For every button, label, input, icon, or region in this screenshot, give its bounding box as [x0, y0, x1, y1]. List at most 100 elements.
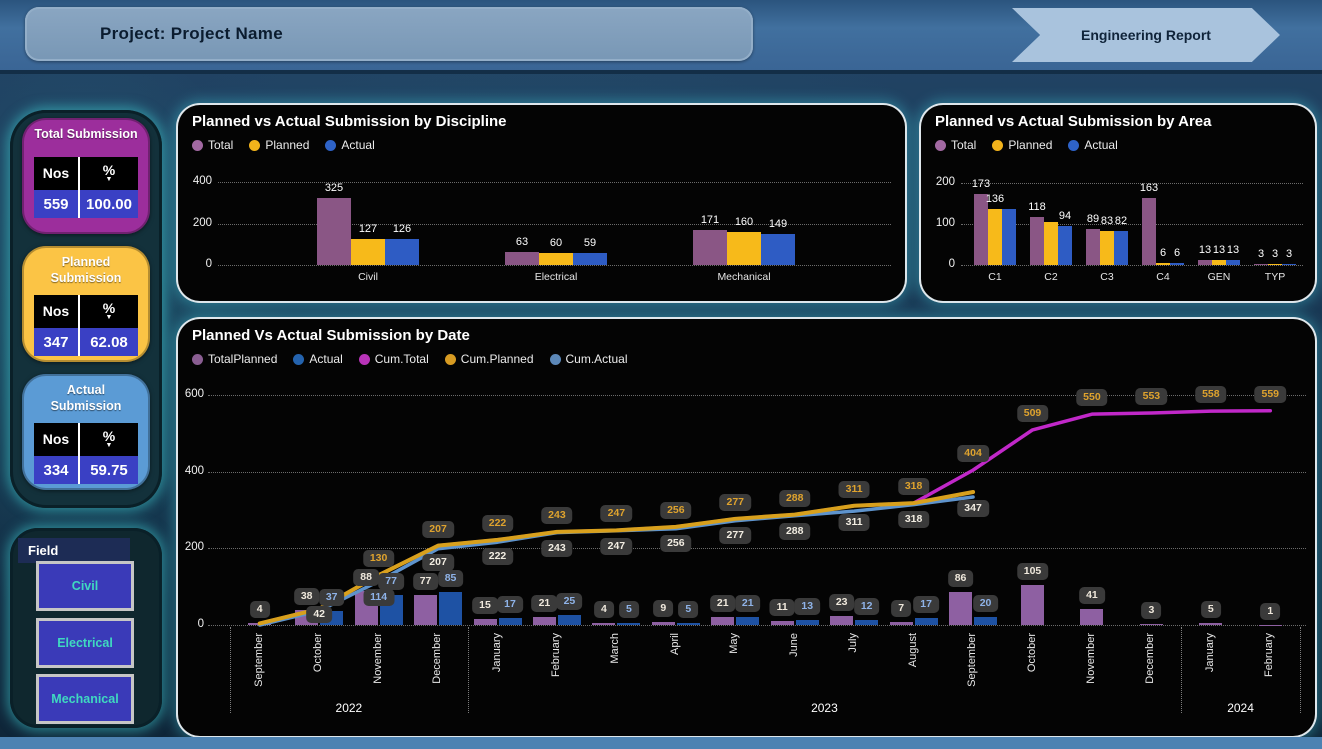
legend-label: Planned — [265, 138, 310, 152]
cum-total-label: 404 — [957, 445, 989, 463]
bar-planned[interactable] — [351, 238, 385, 265]
bar-actual[interactable] — [795, 620, 819, 625]
bar-actual[interactable] — [1058, 226, 1072, 265]
month-label: September — [252, 633, 265, 687]
cum-planned-label: 243 — [541, 539, 573, 557]
bar-planned[interactable] — [1212, 259, 1226, 265]
bar-totalplanned[interactable] — [532, 616, 556, 625]
bar-value-label: 3 — [1271, 247, 1279, 260]
legend-item-actual[interactable]: Actual — [1068, 138, 1118, 152]
bar-totalplanned[interactable] — [592, 623, 616, 625]
bar-actual[interactable] — [439, 592, 463, 625]
category-label: C1 — [988, 271, 1002, 283]
kpi-col-pct[interactable]: % ▼ — [78, 423, 138, 456]
bar-actual[interactable] — [1114, 231, 1128, 265]
bar-totalplanned[interactable] — [473, 619, 497, 625]
bar-planned[interactable] — [1100, 230, 1114, 265]
category-label: Electrical — [534, 271, 578, 283]
legend-item-actual[interactable]: Actual — [293, 352, 343, 366]
bar-total[interactable] — [1198, 259, 1212, 265]
kpi-col-pct[interactable]: % ▼ — [78, 157, 138, 190]
bar-value-label: 127 — [358, 222, 378, 235]
legend-item-total[interactable]: Total — [192, 138, 233, 152]
bar-value-label: 149 — [768, 218, 788, 231]
bar-totalplanned[interactable] — [949, 592, 973, 625]
bar-totalplanned[interactable] — [414, 595, 438, 625]
bar-total[interactable] — [1254, 263, 1268, 265]
bar-totalplanned[interactable] — [830, 616, 854, 625]
bar-actual[interactable] — [676, 623, 700, 625]
bar-totalplanned[interactable] — [248, 623, 272, 625]
bar-total[interactable] — [1142, 198, 1156, 265]
kpi-col-nos[interactable]: Nos — [34, 157, 78, 190]
bar-value-label: 77 — [378, 573, 404, 591]
bar-planned[interactable] — [539, 252, 573, 265]
bar-actual[interactable] — [1226, 259, 1240, 265]
bar-planned[interactable] — [1156, 262, 1170, 265]
bar-actual[interactable] — [736, 616, 760, 625]
bar-total[interactable] — [974, 194, 988, 265]
bar-planned[interactable] — [727, 231, 761, 265]
legend-item-actual[interactable]: Actual — [325, 138, 375, 152]
bar-actual[interactable] — [617, 623, 641, 625]
bar-actual[interactable] — [573, 252, 607, 265]
bar-total[interactable] — [505, 251, 539, 265]
category-label: GEN — [1207, 271, 1231, 283]
field-button-mechanical[interactable]: Mechanical — [36, 674, 134, 724]
bar-totalplanned[interactable] — [770, 620, 794, 625]
bar-actual[interactable] — [1282, 263, 1296, 265]
grid-line — [961, 265, 1303, 266]
bar-value-label: 7 — [891, 600, 912, 618]
bar-totalplanned[interactable] — [1139, 623, 1163, 626]
bar-planned[interactable] — [1268, 263, 1282, 265]
bar-planned[interactable] — [1044, 221, 1058, 265]
chart-title: Planned Vs Actual Submission by Date — [192, 327, 470, 344]
field-button-electrical[interactable]: Electrical — [36, 618, 134, 668]
bar-total[interactable] — [317, 197, 351, 265]
bar-actual[interactable] — [498, 618, 522, 625]
bar-actual[interactable] — [557, 615, 581, 625]
bar-totalplanned[interactable] — [651, 621, 675, 625]
bar-actual[interactable] — [974, 617, 998, 625]
kpi-col-pct[interactable]: % ▼ — [78, 295, 138, 328]
cum-total-label: 288 — [778, 489, 811, 507]
bar-total[interactable] — [693, 229, 727, 265]
bar-totalplanned[interactable] — [1021, 584, 1044, 625]
legend-item-cum-actual[interactable]: Cum.Actual — [549, 352, 628, 366]
bar-totalplanned[interactable] — [1258, 624, 1282, 627]
legend-dot-icon — [293, 353, 305, 365]
kpi-card-planned: Planned Submission Nos % ▼ 347 62.08 — [22, 246, 150, 362]
bar-totalplanned[interactable] — [889, 622, 913, 625]
kpi-col-nos[interactable]: Nos — [34, 423, 78, 456]
bar-totalplanned[interactable] — [1199, 623, 1223, 625]
bar-total[interactable] — [1030, 216, 1044, 265]
bar-actual[interactable] — [855, 620, 879, 625]
bar-value-label: 126 — [392, 222, 412, 235]
legend-item-totalplanned[interactable]: TotalPlanned — [192, 352, 277, 366]
bar-planned[interactable] — [988, 209, 1002, 265]
bar-actual[interactable] — [385, 238, 419, 265]
y-axis-tick-label: 200 — [935, 176, 955, 188]
kpi-title: Planned Submission — [50, 255, 122, 285]
bar-total[interactable] — [1086, 228, 1100, 265]
legend-dot-icon — [325, 139, 337, 151]
bar-totalplanned[interactable] — [1080, 609, 1104, 625]
legend-item-total[interactable]: Total — [935, 138, 976, 152]
legend-item-cum-total[interactable]: Cum.Total — [358, 352, 429, 366]
legend-item-planned[interactable]: Planned — [249, 138, 309, 152]
grid-line — [218, 265, 891, 266]
legend-item-planned[interactable]: Planned — [992, 138, 1052, 152]
cum-total-line — [257, 408, 1273, 626]
legend-label: Cum.Total — [374, 352, 429, 366]
kpi-col-nos[interactable]: Nos — [34, 295, 78, 328]
bar-value-label: 17 — [913, 596, 939, 614]
bar-totalplanned[interactable] — [711, 616, 735, 625]
bar-actual[interactable] — [1170, 262, 1184, 265]
cum-total-label: 222 — [481, 514, 514, 532]
legend-item-cum-planned[interactable]: Cum.Planned — [444, 352, 534, 366]
bar-actual[interactable] — [1002, 209, 1016, 265]
bar-actual[interactable] — [914, 618, 938, 625]
y-axis-tick-label: 200 — [192, 216, 212, 229]
bar-actual[interactable] — [761, 234, 795, 265]
field-button-civil[interactable]: Civil — [36, 561, 134, 611]
